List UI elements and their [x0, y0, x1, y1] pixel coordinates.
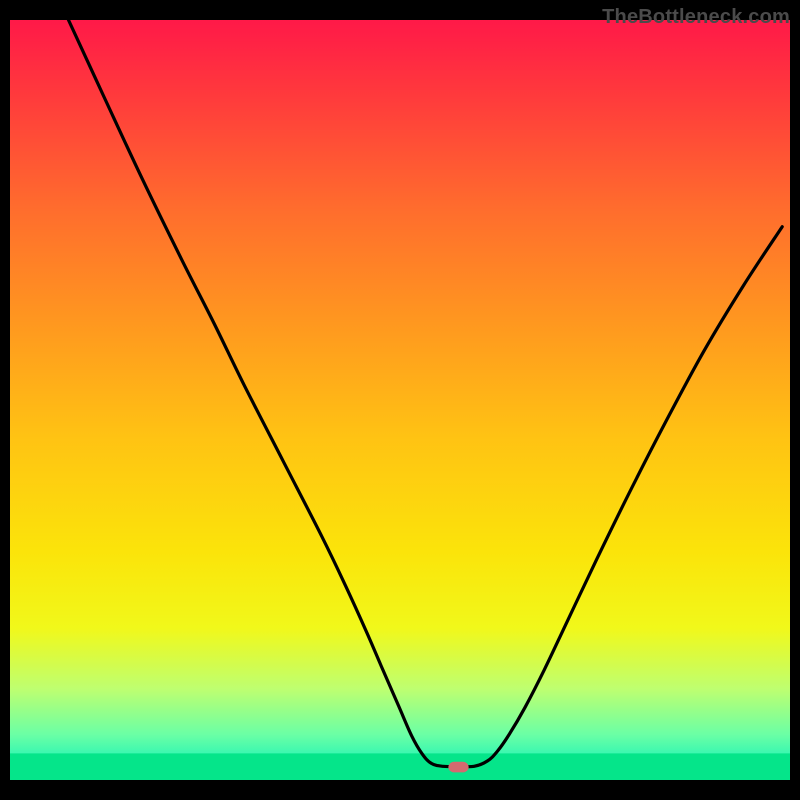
watermark-text: TheBottleneck.com — [602, 6, 790, 29]
optimum-marker — [448, 762, 468, 773]
green-band — [10, 753, 790, 780]
bottleneck-chart — [0, 0, 800, 800]
figure-root: TheBottleneck.com — [0, 0, 800, 800]
gradient-background — [10, 20, 790, 780]
